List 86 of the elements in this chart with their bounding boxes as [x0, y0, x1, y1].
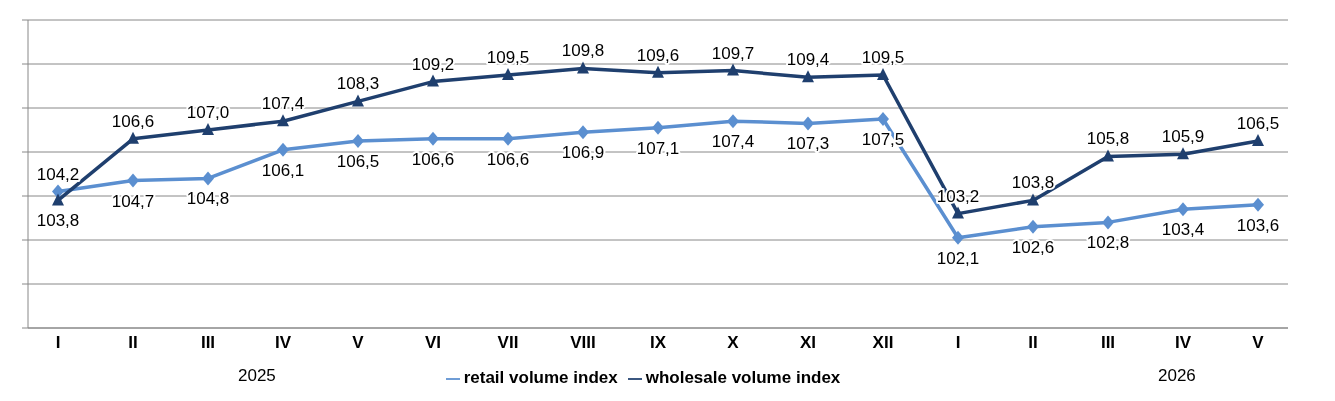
- point: [427, 74, 439, 87]
- point: [577, 125, 589, 140]
- point: [202, 171, 214, 186]
- point: [1252, 197, 1264, 212]
- x-tick-label: VIII: [570, 333, 596, 353]
- point: [727, 114, 739, 129]
- x-tick-label: I: [955, 333, 961, 353]
- data-label: 106,1: [261, 160, 305, 180]
- point: [352, 94, 364, 107]
- point: [427, 131, 439, 146]
- point: [727, 63, 739, 76]
- point: [1177, 202, 1189, 217]
- point: [1102, 215, 1114, 230]
- point: [1102, 149, 1114, 162]
- data-label: 102,8: [1086, 233, 1130, 253]
- data-label: 104,7: [111, 191, 155, 211]
- point: [277, 142, 289, 157]
- x-tick-label: III: [1100, 333, 1116, 353]
- point: [1177, 147, 1189, 160]
- data-label: 109,2: [411, 54, 455, 74]
- data-label: 104,2: [36, 164, 80, 184]
- data-label: 102,6: [1011, 237, 1055, 257]
- legend-label: wholesale volume index: [645, 368, 841, 387]
- data-label: 106,6: [486, 149, 530, 169]
- x-tick-label: XII: [872, 333, 894, 353]
- data-label: 107,3: [786, 134, 830, 154]
- point: [52, 193, 64, 206]
- data-label: 103,8: [36, 211, 80, 231]
- x-tick-label: IV: [1174, 333, 1192, 353]
- data-label: 107,4: [261, 94, 305, 114]
- point: [877, 68, 889, 80]
- text: 2025: [238, 366, 276, 386]
- x-tick-label: IV: [274, 333, 292, 353]
- data-label: 109,5: [861, 48, 905, 67]
- data-label: 106,6: [411, 149, 455, 169]
- data-label: 109,8: [561, 41, 605, 61]
- point: [577, 61, 589, 74]
- x-tick-label: V: [1252, 333, 1265, 353]
- data-label: 103,6: [1236, 215, 1280, 235]
- x-tick-label: VII: [497, 333, 519, 353]
- point: [502, 68, 514, 80]
- point: [1252, 134, 1264, 146]
- data-label: 109,6: [636, 45, 680, 65]
- point: [1027, 193, 1039, 206]
- point: [652, 120, 664, 135]
- x-tick-label: X: [727, 333, 740, 353]
- data-label: 105,8: [1086, 129, 1130, 149]
- x-tick-label: V: [352, 333, 365, 353]
- point: [1027, 219, 1039, 234]
- x-tick-label: II: [128, 333, 138, 353]
- point: [502, 131, 514, 146]
- point: [952, 230, 964, 245]
- x-tick-label: III: [200, 333, 216, 353]
- data-label: 106,5: [336, 152, 380, 171]
- data-label: 107,1: [636, 138, 680, 158]
- data-label: 103,8: [1011, 173, 1055, 193]
- data-label: 106,6: [111, 111, 155, 131]
- data-label: 107,4: [711, 132, 755, 152]
- point: [652, 65, 664, 78]
- data-label: 102,1: [936, 248, 980, 268]
- point: [952, 206, 964, 219]
- text: 2026: [1158, 366, 1196, 386]
- point: [802, 116, 814, 131]
- data-label: 106,5: [1236, 114, 1280, 133]
- x-tick-label: II: [1028, 333, 1038, 353]
- x-tick-label: XI: [799, 333, 817, 353]
- point: [877, 112, 889, 126]
- data-label: 106,9: [561, 143, 605, 163]
- data-label: 103,4: [1161, 220, 1205, 240]
- data-label: 107,0: [186, 103, 230, 122]
- x-tick-label: VI: [424, 333, 442, 353]
- point: [202, 123, 214, 135]
- x-tick-label: I: [55, 333, 61, 353]
- data-label: 104,8: [186, 189, 230, 209]
- legend-label: retail volume index: [463, 368, 618, 387]
- point: [352, 134, 364, 148]
- x-tick-label: IX: [649, 333, 667, 353]
- data-label: 109,7: [711, 43, 755, 63]
- point: [127, 173, 139, 188]
- data-label: 109,4: [786, 50, 830, 70]
- point: [802, 70, 814, 83]
- data-label: 109,5: [486, 48, 530, 67]
- data-label: 108,3: [336, 74, 380, 94]
- data-label: 105,9: [1161, 127, 1205, 147]
- point: [277, 114, 289, 127]
- point: [127, 131, 139, 144]
